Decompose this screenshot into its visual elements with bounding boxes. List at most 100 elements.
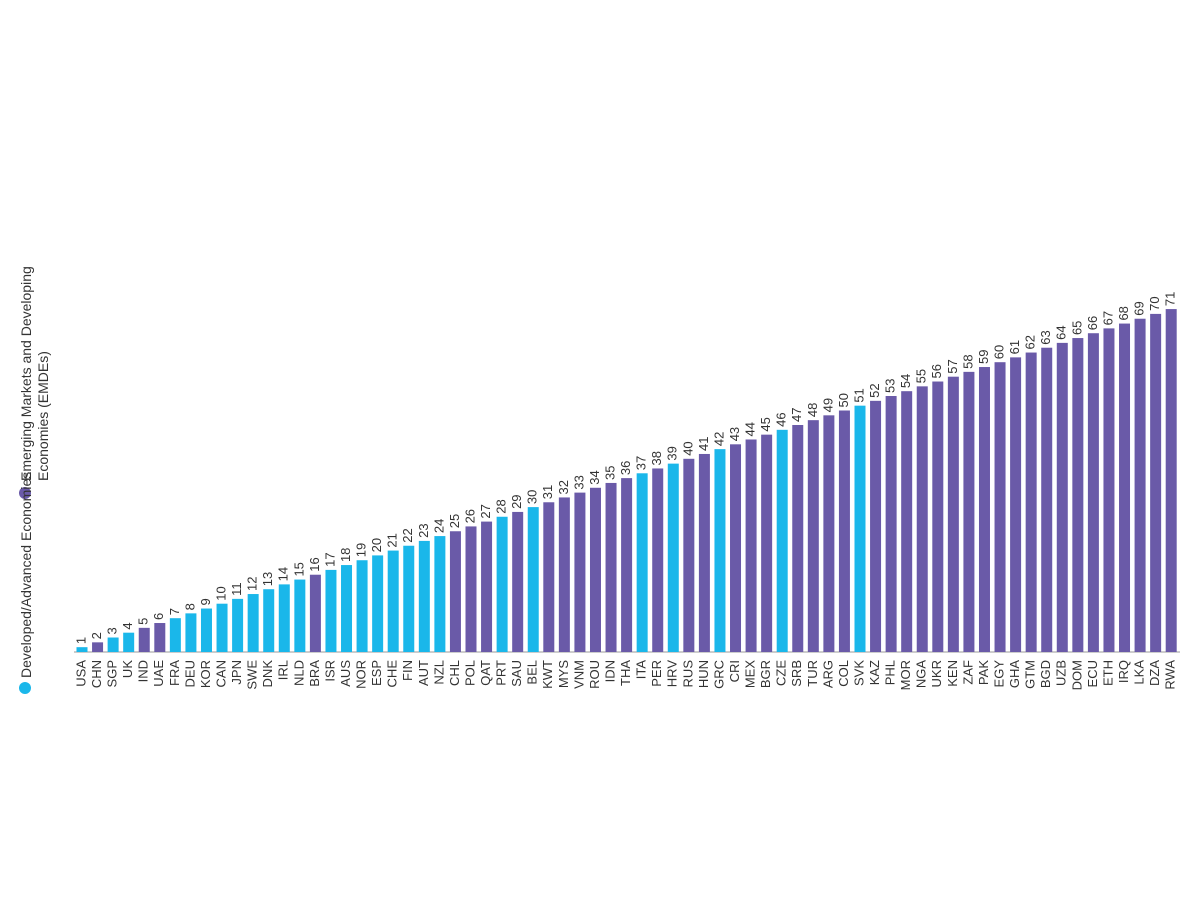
value-label: 39 [665, 446, 680, 460]
bar [761, 434, 773, 652]
value-label: 57 [945, 359, 960, 373]
x-tick-label: IRL [276, 660, 291, 680]
bar [1010, 357, 1022, 652]
bar [652, 468, 664, 652]
value-label: 40 [680, 441, 695, 455]
x-tick-label: BGR [758, 660, 773, 688]
x-tick-label: FIN [400, 660, 415, 681]
bar [947, 376, 959, 652]
value-label: 45 [758, 417, 773, 431]
value-label: 41 [696, 437, 711, 451]
x-tick-label: JPN [229, 660, 244, 685]
x-tick-label: UK [120, 660, 135, 678]
x-tick-label: RUS [680, 660, 695, 688]
value-label: 51 [851, 388, 866, 402]
bar [714, 449, 726, 652]
bar [963, 371, 975, 652]
value-label: 21 [385, 533, 400, 547]
bar [325, 569, 337, 652]
value-label: 3 [105, 627, 120, 634]
bar [1025, 352, 1037, 652]
x-tick-label: SVK [851, 660, 866, 686]
value-label: 64 [1054, 325, 1069, 339]
x-tick-label: AUS [338, 660, 353, 687]
bar [1165, 309, 1177, 652]
value-label: 19 [354, 543, 369, 557]
value-label: 49 [820, 398, 835, 412]
bar [341, 565, 353, 652]
value-label: 63 [1038, 330, 1053, 344]
value-label: 31 [540, 485, 555, 499]
bar [1087, 333, 1099, 652]
bar [1134, 318, 1146, 652]
value-label: 23 [416, 523, 431, 537]
value-label: 52 [867, 383, 882, 397]
bar [232, 598, 244, 652]
legend-marker [19, 682, 31, 694]
value-label: 42 [711, 432, 726, 446]
value-label: 18 [338, 548, 353, 562]
x-tick-label: GHA [1007, 660, 1022, 689]
value-label: 30 [525, 490, 540, 504]
value-label: 65 [1069, 321, 1084, 335]
value-label: 36 [618, 461, 633, 475]
bar [1041, 347, 1053, 652]
bar [263, 589, 275, 652]
bar [512, 511, 524, 652]
value-label: 9 [198, 598, 213, 605]
bar [185, 613, 197, 652]
bar [1056, 342, 1068, 652]
x-tick-label: CAN [213, 660, 228, 687]
value-label: 58 [960, 354, 975, 368]
x-tick-label: CHN [89, 660, 104, 688]
value-label: 44 [743, 422, 758, 436]
bar [387, 550, 399, 652]
x-tick-label: QAT [478, 660, 493, 686]
x-tick-label: AUT [416, 660, 431, 686]
bar [169, 618, 181, 652]
bar [667, 463, 679, 652]
x-tick-label: KAZ [867, 660, 882, 685]
value-label: 67 [1100, 311, 1115, 325]
x-tick-label: ZAF [960, 660, 975, 685]
x-tick-label: EGY [991, 660, 1006, 688]
bar [294, 579, 306, 652]
x-tick-label: USA [73, 660, 88, 687]
x-tick-label: ESP [369, 660, 384, 686]
value-label: 7 [167, 608, 182, 615]
x-tick-label: DZA [1147, 660, 1162, 686]
x-tick-label: ARG [820, 660, 835, 688]
x-tick-label: PER [649, 660, 664, 687]
bar [543, 502, 555, 652]
bar [200, 608, 212, 652]
x-tick-label: KEN [945, 660, 960, 687]
x-tick-label: CHL [447, 660, 462, 686]
value-label: 8 [182, 603, 197, 610]
x-tick-label: DNK [260, 660, 275, 688]
x-tick-label: ETH [1100, 660, 1115, 686]
bar [683, 458, 695, 652]
bar [823, 415, 835, 652]
value-label: 54 [898, 374, 913, 388]
bar [807, 420, 819, 652]
legend-label: Developed/Advanced Economies [18, 471, 34, 678]
bar [107, 637, 119, 652]
bar [92, 642, 104, 652]
x-tick-label: SGP [105, 660, 120, 687]
x-tick-label: BEL [525, 660, 540, 685]
bar [247, 594, 259, 652]
x-tick-label: TUR [805, 660, 820, 687]
value-label: 66 [1085, 316, 1100, 330]
x-tick-label: UKR [929, 660, 944, 687]
bar [994, 362, 1006, 652]
bar [418, 540, 430, 652]
x-tick-label: GTM [1023, 660, 1038, 689]
bar [1119, 323, 1131, 652]
value-label: 26 [462, 509, 477, 523]
value-label: 29 [509, 494, 524, 508]
bar [636, 473, 648, 652]
value-label: 68 [1116, 306, 1131, 320]
value-label: 70 [1147, 296, 1162, 310]
